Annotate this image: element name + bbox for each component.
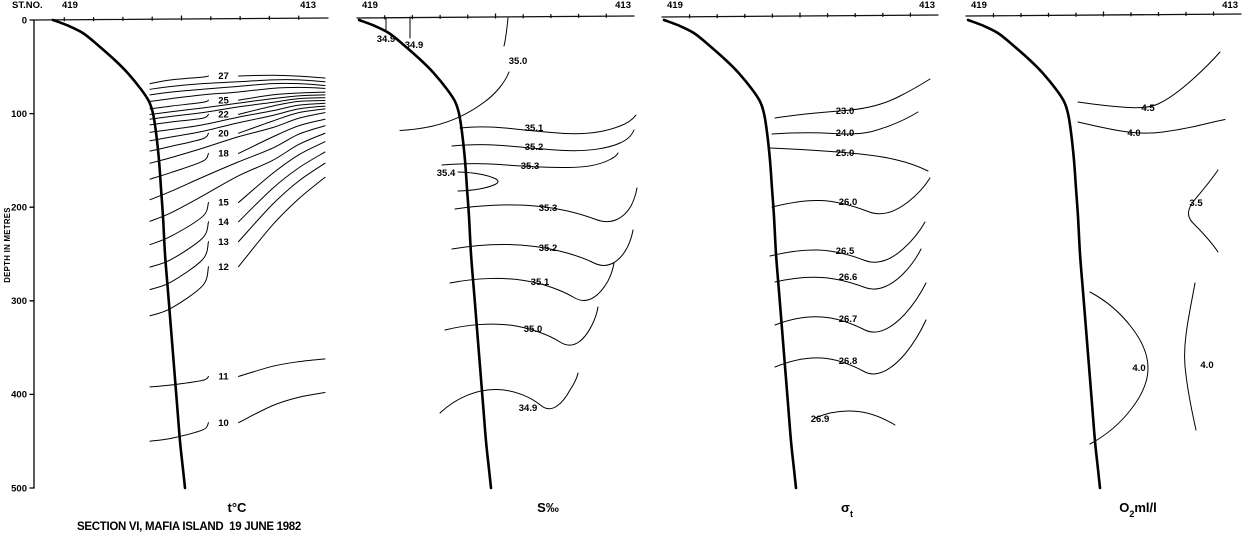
svg-text:18: 18 [218,149,229,160]
svg-text:35.0: 35.0 [524,324,543,335]
svg-text:20: 20 [218,129,229,140]
svg-text:419: 419 [62,0,78,11]
svg-text:4.0: 4.0 [1200,360,1213,371]
svg-text:35.3: 35.3 [521,161,540,172]
svg-text:300: 300 [11,296,27,307]
svg-text:ST.NO.: ST.NO. [12,0,43,11]
svg-text:26.0: 26.0 [839,197,858,208]
svg-text:12: 12 [218,262,229,273]
svg-text:4.5: 4.5 [1141,103,1155,114]
svg-text:23.0: 23.0 [836,106,855,117]
svg-text:27: 27 [218,71,229,82]
svg-text:25.0: 25.0 [836,148,855,159]
svg-text:15: 15 [218,198,229,209]
svg-text:13: 13 [218,237,229,248]
svg-text:26.9: 26.9 [811,414,830,425]
svg-text:35.1: 35.1 [531,277,550,288]
svg-text:35.3: 35.3 [539,203,558,214]
svg-text:35.1: 35.1 [525,123,544,134]
svg-text:413: 413 [615,0,631,11]
svg-text:10: 10 [218,418,229,429]
svg-text:0: 0 [22,15,27,26]
svg-text:26.6: 26.6 [839,272,858,283]
svg-text:35.0: 35.0 [509,56,528,67]
svg-text:25: 25 [218,95,229,106]
svg-text:DEPTH IN METRES: DEPTH IN METRES [3,207,12,283]
svg-text:14: 14 [218,217,229,228]
svg-text:100: 100 [11,109,27,120]
svg-text:200: 200 [11,203,27,214]
svg-text:26.7: 26.7 [839,314,858,325]
svg-text:26.8: 26.8 [839,356,858,367]
svg-text:34.9: 34.9 [519,403,538,414]
svg-text:11: 11 [218,372,229,383]
svg-text:500: 500 [11,483,27,494]
svg-text:4.0: 4.0 [1127,128,1140,139]
svg-text:34.9: 34.9 [377,34,396,45]
svg-text:4.0: 4.0 [1132,363,1145,374]
svg-text:419: 419 [971,0,987,11]
svg-text:t°C: t°C [228,500,248,515]
svg-text:413: 413 [300,0,316,11]
svg-text:35.2: 35.2 [525,142,544,153]
svg-text:35.4: 35.4 [437,168,456,179]
svg-text:413: 413 [919,0,935,11]
svg-text:419: 419 [667,0,683,11]
svg-text:419: 419 [362,0,378,11]
svg-text:413: 413 [1222,0,1238,11]
svg-text:S‰: S‰ [537,500,559,515]
svg-text:34.9: 34.9 [405,40,424,51]
svg-text:3.5: 3.5 [1189,198,1203,209]
svg-text:SECTION VI, MAFIA ISLAND 19 J: SECTION VI, MAFIA ISLAND 19 JUNE 1982 [77,521,301,533]
svg-text:26.5: 26.5 [836,246,855,257]
svg-text:400: 400 [11,390,27,401]
svg-text:22: 22 [218,110,229,121]
svg-text:24.0: 24.0 [836,128,855,139]
svg-text:35.2: 35.2 [539,243,558,254]
